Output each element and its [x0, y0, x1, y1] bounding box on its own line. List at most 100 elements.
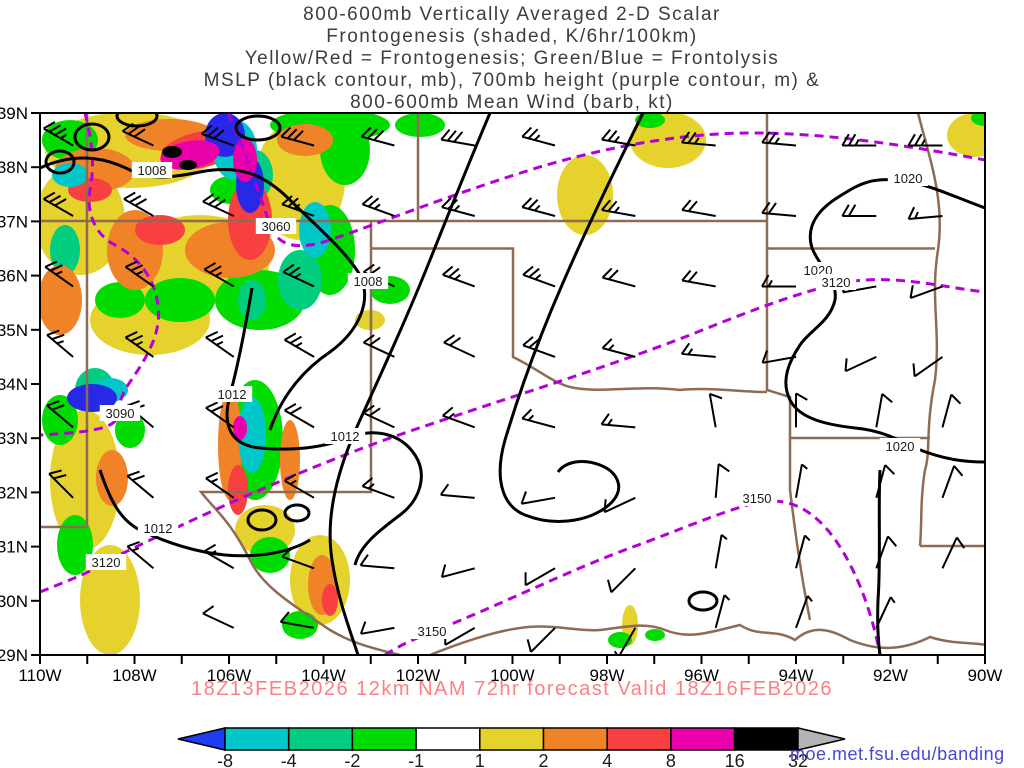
wind-barb [875, 393, 893, 428]
wind-barb [281, 547, 315, 570]
y-axis-label: 33N [0, 429, 28, 448]
contour-label-box [347, 273, 389, 289]
wind-barb [284, 473, 315, 499]
contour-label-box [736, 490, 778, 506]
wind-barb [795, 463, 808, 498]
colorbar-segment [351, 727, 417, 751]
wind-barb [680, 342, 716, 358]
wind-barb [601, 129, 636, 147]
y-axis-label: 35N [0, 321, 28, 340]
title-line-5: 800-600mb Mean Wind (barb, kt) [350, 92, 674, 113]
wind-barb [281, 195, 315, 217]
wind-barbs-layer [43, 121, 966, 655]
contour-label: 1020 [886, 439, 915, 454]
contour-label: 3150 [418, 624, 447, 639]
contour-label-box [137, 520, 179, 536]
y-axis-label: 38N [0, 158, 28, 177]
wind-barb [875, 464, 896, 499]
colorbar: -8 -4 -2 -1 1 2 4 8 16 32 [177, 727, 846, 768]
colorbar-segment [542, 727, 608, 751]
contour-label: 1020 [894, 171, 923, 186]
colorbar-tick: 16 [725, 751, 745, 768]
colorbar-tick: 2 [538, 751, 548, 768]
wind-barb [601, 267, 636, 288]
wind-barb [941, 536, 966, 569]
wind-barb [43, 191, 74, 217]
contour-label-box [255, 218, 297, 234]
wind-barb [203, 262, 235, 288]
x-axis-label: 110W [18, 666, 61, 685]
wind-barb [441, 197, 475, 217]
colorbar-segment [415, 727, 481, 751]
wind-barb [201, 124, 235, 147]
wind-barb [600, 413, 636, 429]
wind-barb [282, 263, 315, 288]
wind-barb [907, 206, 943, 220]
colorbar-segment [670, 727, 736, 751]
wind-barb [761, 201, 797, 217]
watermark-link[interactable]: moe.met.fsu.edu/banding [790, 744, 1005, 764]
wind-barb [126, 541, 155, 570]
wind-barb [442, 406, 476, 429]
wind-barb [361, 195, 395, 217]
x-axis-label: 98W [590, 666, 625, 685]
x-axis-label: 104W [301, 666, 345, 685]
y-axis-label: 30N [0, 592, 28, 611]
wind-barb [714, 463, 730, 498]
wind-barb [841, 133, 877, 147]
contour-label-box [324, 428, 366, 444]
wind-barb [912, 356, 944, 378]
wind-barb [443, 334, 476, 358]
wind-barb [205, 471, 235, 499]
colorbar-tick: -8 [217, 751, 233, 768]
wind-barb [122, 122, 154, 147]
y-axis-label: 29N [0, 646, 28, 665]
contour-label-box [411, 623, 453, 639]
wind-barb [359, 621, 395, 635]
wind-barb [795, 392, 808, 428]
wind-barb [795, 534, 811, 569]
y-axis-label: 32N [0, 483, 28, 502]
y-axis-label: 39N [0, 104, 28, 123]
wind-barb [361, 477, 395, 499]
title-line-3: Yellow/Red = Frontogenesis; Green/Blue =… [244, 48, 780, 69]
wind-barb [521, 126, 556, 147]
contour-label-box [815, 274, 857, 290]
wind-barb [46, 400, 74, 429]
wind-barb [844, 355, 877, 373]
wind-barb [941, 393, 962, 428]
colorbar-tick: 1 [475, 751, 485, 768]
title-line-4: MSLP (black contour, mb), 700mb height (… [203, 70, 821, 91]
contour-label: 1008 [138, 163, 167, 178]
axis-ticks [31, 112, 986, 664]
colorbar-segment [479, 727, 545, 751]
wind-barb [761, 131, 797, 147]
x-axis-label: 100W [490, 666, 534, 685]
x-axis-label: 92W [873, 666, 908, 685]
wind-barb [202, 193, 235, 217]
title-line-1: 800-600mb Vertically Averaged 2-D Scalar [303, 4, 721, 25]
y-axis-label: 34N [0, 375, 28, 394]
colorbar-tick: 32 [788, 751, 808, 768]
wind-barb [601, 338, 636, 358]
colorbar-tick: 4 [602, 751, 612, 768]
wind-barb [205, 330, 235, 358]
wind-barb [907, 133, 943, 147]
wind-barb [714, 594, 731, 629]
wind-barb [284, 332, 315, 358]
wind-barb [521, 408, 556, 429]
colorbar-segment [287, 727, 354, 751]
wind-barb [124, 260, 154, 288]
colorbar-tick: 8 [666, 751, 676, 768]
wind-barb [440, 129, 475, 147]
contour-label: 1012 [331, 429, 360, 444]
colorbar-left-arrow [177, 727, 226, 751]
wind-barb [520, 491, 556, 505]
wind-barb [205, 401, 235, 429]
wind-barb [280, 126, 315, 147]
contour-label: 3150 [743, 491, 772, 506]
wind-barb [681, 269, 716, 288]
wind-barb [761, 274, 796, 288]
